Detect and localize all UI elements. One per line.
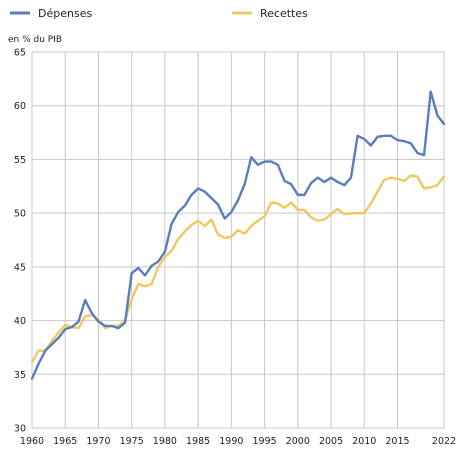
- y-tick-label-55: 55: [14, 155, 26, 166]
- x-tick-label-1985: 1985: [186, 436, 210, 447]
- y-tick-label-50: 50: [14, 209, 26, 220]
- y-tick-label-40: 40: [14, 316, 26, 327]
- x-tick-label-1960: 1960: [20, 436, 44, 447]
- x-tick-label-1965: 1965: [53, 436, 77, 447]
- x-tick-label-1995: 1995: [252, 436, 276, 447]
- x-tick-label-2015: 2015: [385, 436, 409, 447]
- y-tick-label-45: 45: [14, 262, 26, 273]
- y-tick-label-65: 65: [14, 48, 26, 59]
- x-tick-label-2000: 2000: [286, 436, 310, 447]
- series-line-depenses: [30, 90, 446, 380]
- legend: Dépenses Recettes: [10, 7, 308, 20]
- y-tick-label-30: 30: [14, 424, 26, 435]
- series-line-recettes: [30, 174, 446, 364]
- legend-item-depenses: Dépenses: [10, 7, 92, 20]
- x-tick-label-2022: 2022: [432, 436, 456, 447]
- y-tick-label-35: 35: [14, 370, 26, 381]
- legend-label-recettes: Recettes: [260, 7, 308, 20]
- x-tick-label-1990: 1990: [219, 436, 243, 447]
- x-tick-label-1975: 1975: [120, 436, 144, 447]
- legend-label-depenses: Dépenses: [38, 7, 92, 20]
- x-tick-label-2010: 2010: [352, 436, 376, 447]
- x-tick-labels: 1960 1965 1970 1975 1980 1985 1990 1995 2000 2005…: [20, 436, 456, 447]
- x-tick-label-1970: 1970: [86, 436, 110, 447]
- x-tick-label-1980: 1980: [153, 436, 177, 447]
- x-tick-label-2005: 2005: [319, 436, 343, 447]
- y-grid: [32, 51, 444, 429]
- x-grid: [31, 52, 445, 428]
- y-tick-labels: 30 35 40 45 50 55 60 65: [14, 48, 26, 435]
- y-axis-unit-label: en % du PIB: [8, 35, 62, 45]
- series-layer: [30, 90, 446, 380]
- y-tick-label-60: 60: [14, 101, 26, 112]
- legend-item-recettes: Recettes: [232, 7, 308, 20]
